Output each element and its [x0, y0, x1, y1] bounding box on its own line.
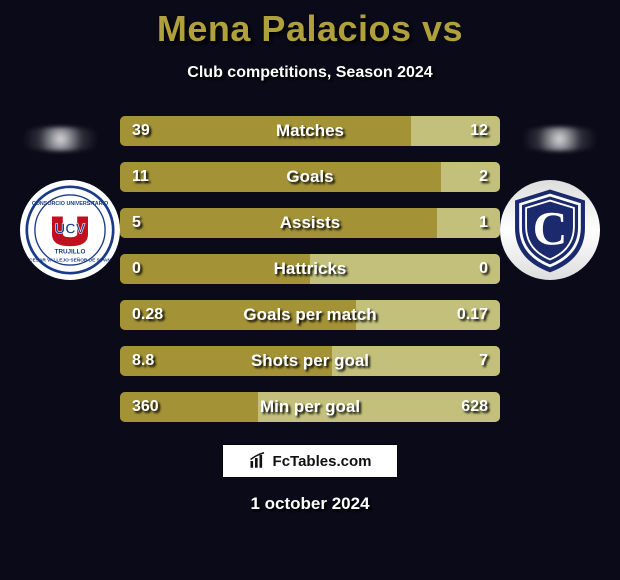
- svg-text:TRUJILLO: TRUJILLO: [55, 248, 86, 255]
- stat-label: Min per goal: [120, 392, 500, 422]
- stat-label: Matches: [120, 116, 500, 146]
- bg-ellipse-left: [8, 127, 113, 151]
- stat-row: 00Hattricks: [120, 254, 500, 284]
- ucv-logo: CONSORCIO UNIVERSITARIO CESAR VALLEJO·SE…: [25, 185, 115, 275]
- chart-icon: [249, 452, 267, 470]
- stat-label: Goals per match: [120, 300, 500, 330]
- site-name: FcTables.com: [273, 453, 372, 470]
- subtitle: Club competitions, Season 2024: [0, 64, 620, 82]
- site-badge[interactable]: FcTables.com: [222, 444, 398, 478]
- stat-label: Goals: [120, 162, 500, 192]
- stats-list: 3912Matches 112Goals 51Assists 00Hattricks 0…: [120, 116, 500, 422]
- stat-row: 112Goals: [120, 162, 500, 192]
- bg-ellipse-right: [507, 127, 612, 151]
- stat-label: Shots per goal: [120, 346, 500, 376]
- stat-row: 360628Min per goal: [120, 392, 500, 422]
- club-c-logo: C: [504, 184, 596, 276]
- vs-text: vs: [412, 8, 464, 49]
- player1-name: Mena Palacios: [157, 8, 412, 49]
- svg-text:UCV: UCV: [55, 222, 86, 238]
- club-logo-left: CONSORCIO UNIVERSITARIO CESAR VALLEJO·SE…: [20, 180, 120, 280]
- stat-label: Hattricks: [120, 254, 500, 284]
- stat-label: Assists: [120, 208, 500, 238]
- svg-text:C: C: [533, 203, 568, 256]
- date-text: 1 october 2024: [0, 494, 620, 514]
- stat-row: 8.87Shots per goal: [120, 346, 500, 376]
- page-title: Mena Palacios vs: [0, 0, 620, 50]
- stat-row: 3912Matches: [120, 116, 500, 146]
- svg-text:CONSORCIO UNIVERSITARIO: CONSORCIO UNIVERSITARIO: [32, 201, 108, 207]
- stat-row: 0.280.17Goals per match: [120, 300, 500, 330]
- stat-row: 51Assists: [120, 208, 500, 238]
- club-logo-right: C: [500, 180, 600, 280]
